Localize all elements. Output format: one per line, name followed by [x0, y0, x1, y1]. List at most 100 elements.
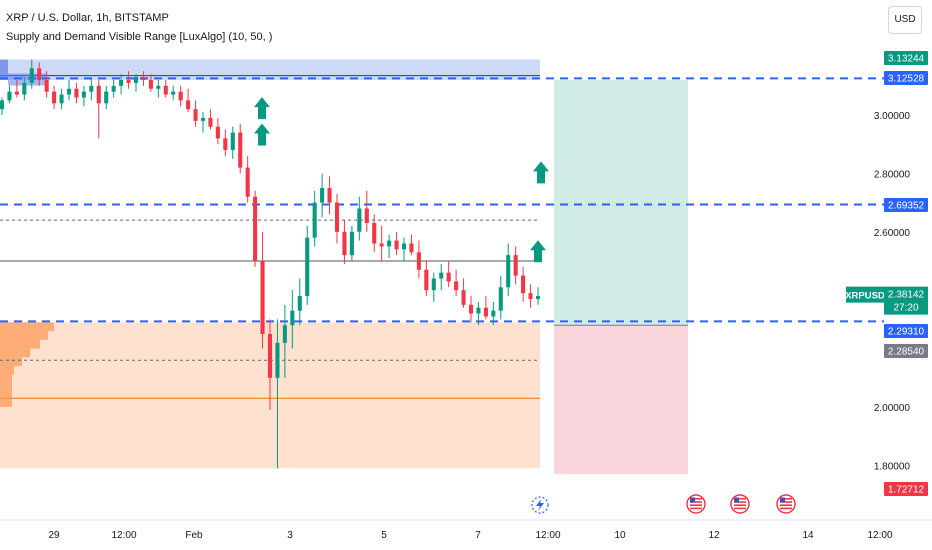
candle [126, 71, 131, 89]
candle [200, 112, 206, 133]
candle-body [104, 91, 109, 104]
flag-stripe [734, 498, 746, 500]
candle [334, 193, 340, 244]
candle [431, 272, 436, 302]
price-badge[interactable]: 2.69352 [884, 198, 928, 212]
candle [7, 85, 12, 104]
price-axis[interactable]: 3.00000 2.80000 2.60000 2.00000 1.80000 3.132… [845, 51, 928, 496]
price-badge[interactable]: 1.72712 [884, 482, 928, 496]
candle-body [156, 85, 161, 89]
candle [156, 79, 161, 98]
candle [193, 100, 198, 127]
candle [223, 129, 228, 156]
supply-profile-bar [0, 59, 8, 80]
candle-body [200, 117, 206, 121]
price-badge-bg [884, 344, 928, 358]
candle-body [59, 94, 64, 104]
candle-body [29, 68, 34, 83]
price-badge-text: 2.28540 [888, 347, 925, 358]
candle-body [208, 117, 213, 127]
time-axis[interactable]: 29 12:00 Feb 3 5 7 12:00 10 12 14 12:00 [0, 519, 932, 541]
flag-stripe [734, 504, 746, 506]
us-flag-event-icon[interactable] [686, 494, 706, 514]
buy-signal-arrow-icon [254, 97, 270, 120]
price-badge-text: 2.69352 [888, 201, 925, 212]
candle [506, 243, 511, 297]
indicator-label[interactable]: Supply and Demand Visible Range [LuxAlgo… [6, 31, 273, 43]
candle-body [44, 79, 49, 92]
us-flag-event-icon[interactable] [776, 494, 796, 514]
candle [513, 246, 518, 285]
candle [66, 79, 72, 101]
candle-body [260, 261, 265, 334]
candle [238, 123, 243, 174]
price-badge[interactable]: 2.28540 [884, 344, 928, 358]
candle-body [126, 79, 131, 83]
candle [74, 82, 79, 104]
x-tick-label: 14 [802, 530, 814, 541]
candle [387, 234, 392, 259]
candle-body [357, 208, 362, 232]
lightning-event-icon[interactable] [531, 496, 549, 514]
currency-button[interactable]: USD [888, 6, 922, 34]
candle [498, 275, 503, 320]
volume-profile-layer [0, 322, 54, 407]
price-badge[interactable]: 3.13244 [884, 51, 928, 65]
candle-body [394, 240, 399, 250]
last-price-label[interactable]: XRPUSD 2.38142 27:20 [845, 286, 928, 315]
candle [22, 77, 27, 101]
candle-body [521, 275, 526, 294]
x-tick-label: 12 [708, 530, 720, 541]
symbol-tag: XRPUSD [845, 291, 885, 302]
candle [253, 190, 258, 267]
demand-profile-bar [0, 339, 40, 349]
candle [454, 269, 459, 297]
supply-zone [0, 59, 540, 80]
x-tick-label: 10 [614, 530, 626, 541]
candle-body [454, 281, 459, 291]
candle [141, 71, 146, 86]
flag-stripe [734, 507, 746, 510]
candle-body [282, 325, 287, 343]
candle-body [468, 304, 474, 314]
us-flag-event-icon[interactable] [730, 494, 750, 514]
candle [446, 261, 451, 288]
flag-stripe [690, 504, 702, 506]
y-tick-label: 1.80000 [874, 461, 911, 472]
price-badge-text: 2.29310 [888, 327, 925, 338]
candle-body [119, 79, 124, 86]
candle-body [171, 91, 176, 95]
last-price-value: 2.38142 [888, 290, 925, 301]
candle [37, 62, 42, 86]
candle [521, 266, 526, 302]
candle [416, 240, 421, 279]
x-tick-label: 12:00 [111, 530, 136, 541]
candle-body [89, 85, 94, 92]
price-badge[interactable]: 2.29310 [884, 324, 928, 338]
candle [357, 196, 362, 241]
candle-body [327, 188, 332, 203]
candle [29, 59, 34, 89]
candle [260, 231, 265, 349]
candle-body [528, 293, 533, 299]
candle-body [238, 132, 243, 168]
candle-body [245, 167, 250, 197]
candle [327, 176, 332, 215]
price-badge[interactable]: 3.12528 [884, 71, 928, 85]
candle-body [483, 307, 488, 317]
candle [44, 71, 49, 98]
candle-body [37, 68, 42, 80]
candle [133, 74, 139, 92]
candle [372, 214, 377, 253]
demand-profile-bar [0, 366, 14, 375]
candle [528, 284, 533, 308]
candle [148, 74, 153, 92]
flag-stripe [690, 501, 702, 503]
demand-profile-bar [0, 374, 12, 407]
demand-profile-bar [0, 357, 22, 367]
candle [439, 263, 444, 291]
price-badge-text: 1.72712 [888, 485, 925, 496]
candle-body [111, 85, 116, 92]
candle [394, 231, 399, 256]
